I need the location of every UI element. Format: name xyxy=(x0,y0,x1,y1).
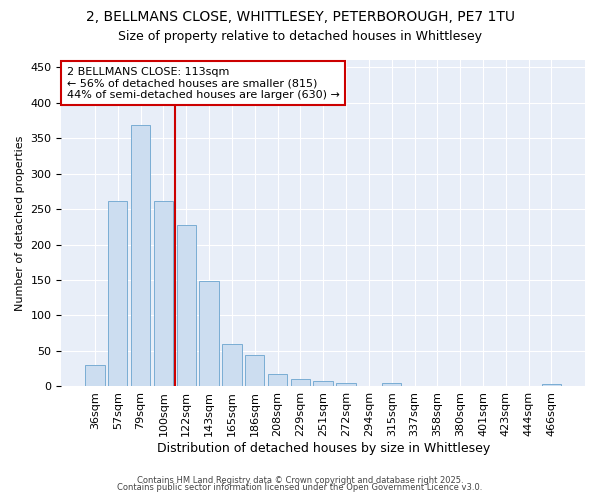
Bar xyxy=(85,365,104,386)
Bar xyxy=(245,354,265,386)
Bar xyxy=(108,200,127,386)
Y-axis label: Number of detached properties: Number of detached properties xyxy=(15,136,25,311)
Bar xyxy=(542,384,561,386)
X-axis label: Distribution of detached houses by size in Whittlesey: Distribution of detached houses by size … xyxy=(157,442,490,455)
Bar xyxy=(176,224,196,386)
Text: Contains public sector information licensed under the Open Government Licence v3: Contains public sector information licen… xyxy=(118,484,482,492)
Bar xyxy=(199,282,219,387)
Bar xyxy=(222,344,242,387)
Text: Contains HM Land Registry data © Crown copyright and database right 2025.: Contains HM Land Registry data © Crown c… xyxy=(137,476,463,485)
Bar xyxy=(131,126,150,386)
Bar xyxy=(154,200,173,386)
Bar xyxy=(382,383,401,386)
Text: Size of property relative to detached houses in Whittlesey: Size of property relative to detached ho… xyxy=(118,30,482,43)
Text: 2, BELLMANS CLOSE, WHITTLESEY, PETERBOROUGH, PE7 1TU: 2, BELLMANS CLOSE, WHITTLESEY, PETERBORO… xyxy=(86,10,515,24)
Text: 2 BELLMANS CLOSE: 113sqm
← 56% of detached houses are smaller (815)
44% of semi-: 2 BELLMANS CLOSE: 113sqm ← 56% of detach… xyxy=(67,66,340,100)
Bar xyxy=(313,382,333,386)
Bar xyxy=(268,374,287,386)
Bar xyxy=(290,380,310,386)
Bar xyxy=(337,383,356,386)
